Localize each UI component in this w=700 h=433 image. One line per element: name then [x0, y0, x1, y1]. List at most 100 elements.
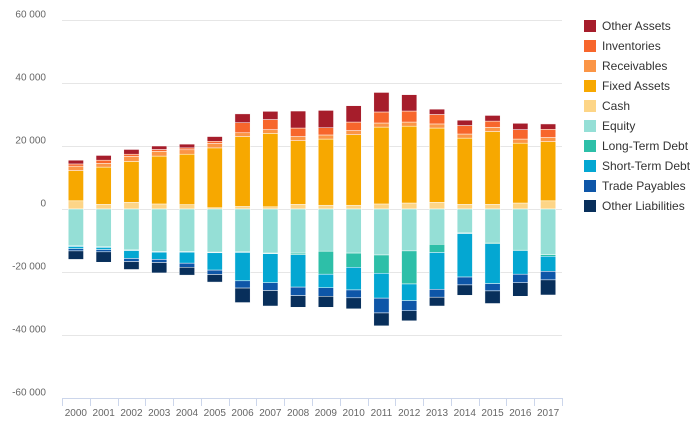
bar-segment[interactable]	[123, 208, 140, 251]
bar-segment[interactable]	[290, 204, 307, 210]
bar-segment[interactable]	[456, 133, 473, 139]
bar-segment[interactable]	[540, 271, 557, 281]
bar-segment[interactable]	[540, 137, 557, 142]
bar-segment[interactable]	[429, 127, 445, 203]
bar-segment[interactable]	[123, 250, 140, 259]
bar-segment[interactable]	[373, 203, 390, 210]
bar-segment[interactable]	[456, 233, 473, 278]
bar-segment[interactable]	[262, 111, 279, 120]
bar-segment[interactable]	[456, 119, 473, 126]
bar-segment[interactable]	[512, 142, 529, 204]
bar-segment[interactable]	[206, 136, 223, 142]
bar-segment[interactable]	[540, 200, 557, 210]
bar-segment[interactable]	[429, 202, 445, 210]
bar-segment[interactable]	[401, 110, 418, 123]
bar-segment[interactable]	[318, 296, 334, 308]
legend-item[interactable]: Other Liabilities	[584, 196, 690, 216]
bar-segment[interactable]	[234, 280, 251, 289]
bar-segment[interactable]	[429, 208, 445, 245]
bar-segment[interactable]	[429, 123, 445, 129]
bar-segment[interactable]	[68, 159, 84, 165]
legend-item[interactable]: Equity	[584, 116, 690, 136]
bar-segment[interactable]	[345, 204, 362, 210]
bar-segment[interactable]	[151, 208, 168, 252]
bar-segment[interactable]	[151, 149, 168, 152]
bar-segment[interactable]	[179, 153, 195, 205]
bar-segment[interactable]	[68, 170, 84, 202]
bar-segment[interactable]	[206, 252, 223, 271]
bar-segment[interactable]	[262, 253, 279, 283]
bar-segment[interactable]	[262, 129, 279, 134]
bar-segment[interactable]	[151, 262, 168, 274]
bar-segment[interactable]	[206, 143, 223, 149]
bar-segment[interactable]	[429, 289, 445, 298]
bar-segment[interactable]	[540, 256, 557, 272]
bar-segment[interactable]	[179, 149, 195, 155]
bar-segment[interactable]	[401, 208, 418, 252]
bar-segment[interactable]	[512, 282, 529, 297]
bar-segment[interactable]	[95, 159, 112, 164]
bar-segment[interactable]	[206, 147, 223, 208]
bar-segment[interactable]	[373, 254, 390, 274]
bar-segment[interactable]	[290, 140, 307, 205]
bar-segment[interactable]	[234, 287, 251, 303]
bar-segment[interactable]	[234, 113, 251, 123]
bar-segment[interactable]	[345, 134, 362, 206]
bar-segment[interactable]	[540, 129, 557, 138]
bar-segment[interactable]	[540, 279, 557, 296]
bar-segment[interactable]	[68, 200, 84, 210]
bar-segment[interactable]	[290, 295, 307, 308]
bar-segment[interactable]	[95, 251, 112, 263]
bar-segment[interactable]	[123, 258, 140, 262]
legend-item[interactable]: Other Assets	[584, 16, 690, 36]
bar-segment[interactable]	[456, 204, 473, 210]
bar-segment[interactable]	[151, 259, 168, 263]
bar-segment[interactable]	[373, 92, 390, 113]
bar-segment[interactable]	[345, 289, 362, 299]
bar-segment[interactable]	[290, 110, 307, 129]
bar-segment[interactable]	[401, 202, 418, 210]
bar-segment[interactable]	[318, 138, 334, 206]
legend-item[interactable]: Receivables	[584, 56, 690, 76]
bar-segment[interactable]	[262, 208, 279, 254]
legend-item[interactable]: Fixed Assets	[584, 76, 690, 96]
bar-segment[interactable]	[512, 202, 529, 210]
bar-segment[interactable]	[429, 108, 445, 115]
bar-segment[interactable]	[345, 252, 362, 268]
bar-segment[interactable]	[290, 127, 307, 137]
bar-segment[interactable]	[95, 204, 112, 210]
bar-segment[interactable]	[68, 165, 84, 171]
bar-segment[interactable]	[512, 138, 529, 144]
bar-segment[interactable]	[206, 141, 223, 144]
bar-segment[interactable]	[540, 123, 557, 130]
legend-item[interactable]: Trade Payables	[584, 176, 690, 196]
bar-segment[interactable]	[151, 145, 168, 150]
bar-segment[interactable]	[179, 262, 195, 268]
bar-segment[interactable]	[68, 163, 84, 167]
bar-segment[interactable]	[262, 206, 279, 210]
bar-segment[interactable]	[484, 127, 501, 132]
bar-segment[interactable]	[262, 290, 279, 307]
bar-segment[interactable]	[345, 297, 362, 310]
bar-segment[interactable]	[456, 137, 473, 205]
bar-segment[interactable]	[373, 312, 390, 327]
bar-segment[interactable]	[290, 208, 307, 254]
bar-segment[interactable]	[373, 297, 390, 314]
bar-segment[interactable]	[484, 243, 501, 284]
bar-segment[interactable]	[68, 248, 84, 252]
bar-segment[interactable]	[429, 252, 445, 290]
bar-segment[interactable]	[401, 300, 418, 311]
legend-item[interactable]: Inventories	[584, 36, 690, 56]
bar-segment[interactable]	[484, 204, 501, 210]
bar-segment[interactable]	[429, 114, 445, 125]
bar-segment[interactable]	[234, 132, 251, 137]
bar-segment[interactable]	[456, 125, 473, 135]
bar-segment[interactable]	[290, 286, 307, 296]
bar-segment[interactable]	[151, 251, 168, 260]
bar-segment[interactable]	[484, 283, 501, 292]
bar-segment[interactable]	[123, 261, 140, 270]
bar-segment[interactable]	[123, 153, 140, 157]
bar-segment[interactable]	[373, 126, 390, 205]
bar-segment[interactable]	[345, 121, 362, 131]
bar-segment[interactable]	[484, 131, 501, 205]
